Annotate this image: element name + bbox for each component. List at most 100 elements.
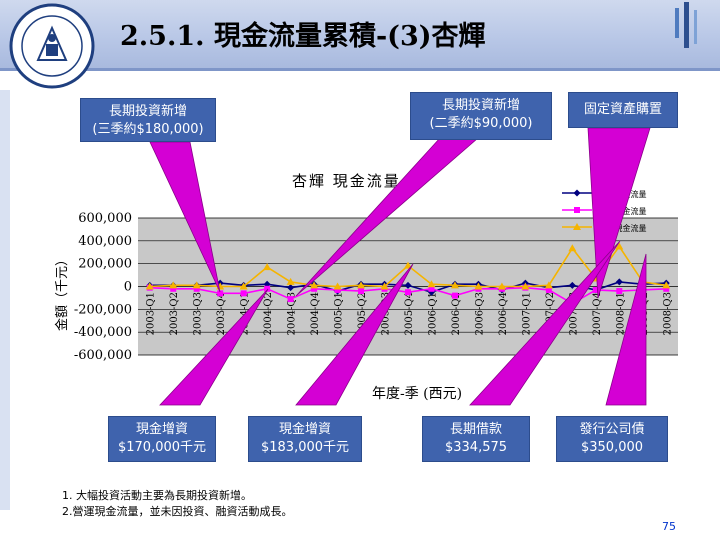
y-tick-label: 0 (124, 280, 132, 295)
data-point (263, 263, 272, 271)
callout-box-bond: 發行公司債 $350,000 (556, 416, 668, 462)
data-point (334, 286, 341, 293)
data-point (615, 278, 623, 286)
side-band (0, 90, 10, 510)
y-tick-label: -200,000 (74, 302, 132, 317)
callout-text: (二季約$90,000) (429, 116, 533, 131)
callout-pointer (587, 127, 651, 299)
callout-text: 長期投資新增 (441, 98, 520, 113)
data-point (568, 244, 577, 252)
data-point (264, 285, 271, 292)
callout-text: $183,000千元 (260, 440, 350, 455)
data-point (404, 281, 412, 289)
data-point (333, 282, 342, 290)
university-seal-logo (9, 3, 95, 89)
x-tick-label: 2004-Q2 (263, 292, 274, 335)
x-tick-label: 2006-Q2 (451, 292, 462, 335)
data-point (404, 261, 412, 269)
y-tick-label: -400,000 (74, 325, 132, 340)
data-point (497, 282, 506, 290)
data-point (287, 296, 294, 303)
data-point (592, 286, 599, 293)
x-tick-label: 2006-Q4 (498, 292, 509, 335)
footnotes: 1. 大幅投資活動主要為長期投資新增。 2.營運現金流量，並未因投資、融資活動成… (62, 488, 482, 520)
header-accent-bar (694, 10, 697, 44)
callout-text: $334,575 (444, 440, 508, 455)
callout-box-lti3: 長期投資新增 (三季約$180,000) (80, 98, 216, 142)
y-tick-label: 200,000 (78, 257, 132, 272)
header-band (0, 0, 720, 68)
footnote: 1. 大幅投資活動主要為長期投資新增。 (62, 489, 252, 502)
callout-pointer (295, 263, 414, 406)
legend-marker (573, 223, 581, 230)
legend-label: 融之 現金流量 (596, 223, 647, 233)
x-tick-label: 2006-Q3 (474, 292, 485, 335)
data-point (217, 290, 224, 297)
x-tick-label: 2003-Q1 (146, 292, 157, 335)
y-tick-label: -600,000 (74, 348, 132, 363)
x-tick-label: 2003-Q3 (193, 292, 204, 335)
callout-pointer (605, 253, 647, 406)
x-tick-label: 2005-Q4 (404, 292, 415, 335)
header-rule (0, 68, 720, 71)
y-tick-label: 400,000 (78, 234, 132, 249)
data-point (615, 242, 624, 250)
callout-text: (三季約$180,000) (92, 122, 204, 137)
data-point (192, 281, 201, 289)
x-tick-label: 2006-Q1 (427, 292, 438, 335)
x-axis-title: 年度-季 (西元) (372, 386, 462, 402)
callout-text: $350,000 (580, 440, 644, 455)
page-number: 75 (662, 520, 676, 533)
callout-box-loan: 長期借款 $334,575 (422, 416, 530, 462)
x-tick-label: 2003-Q4 (216, 292, 227, 335)
footnote: 2.營運現金流量，並未因投資、融資活動成長。 (62, 505, 293, 518)
callout-text: 長期投資新增 (108, 104, 187, 119)
data-point (474, 282, 483, 290)
data-point (521, 282, 530, 290)
x-tick-label: 2003-Q2 (169, 292, 180, 335)
callout-box-fixed: 固定資產購置 (568, 92, 678, 128)
header-accent-bar (684, 2, 689, 48)
x-tick-label: 2005-Q2 (357, 292, 368, 335)
data-point (427, 280, 436, 288)
callout-box-cash1: 現金增資 $170,000千元 (108, 416, 216, 462)
callout-pointer (159, 288, 269, 406)
data-point (169, 281, 178, 289)
data-point (450, 281, 459, 289)
legend-marker (574, 207, 580, 213)
y-tick-label: 600,000 (78, 211, 132, 226)
data-point (358, 288, 365, 295)
callout-pointer (149, 141, 221, 293)
data-point (451, 292, 458, 299)
x-tick-label: 2008-Q3 (662, 292, 673, 335)
x-tick-label: 2007-Q2 (545, 292, 556, 335)
x-tick-label: 2005-Q1 (334, 292, 345, 335)
header-accent-bar (675, 8, 679, 38)
data-point (663, 285, 670, 292)
callout-box-lti2: 長期投資新增 (二季約$90,000) (410, 92, 552, 140)
slide-title: 2.5.1. 現金流量累積-(3)杏輝 (120, 21, 486, 52)
callout-box-cash2: 現金增資 $183,000千元 (248, 416, 362, 462)
x-tick-label: 2004-Q4 (310, 292, 321, 335)
data-point (357, 281, 366, 289)
callout-text: 發行公司債 (579, 422, 645, 437)
callout-text: 長期借款 (449, 422, 502, 437)
x-tick-label: 2007-Q3 (568, 292, 579, 335)
x-tick-label: 2007-Q1 (521, 292, 532, 335)
data-point (287, 284, 295, 292)
callout-text: 現金增資 (135, 422, 188, 437)
data-point (170, 285, 177, 292)
x-tick-label: 2007-Q4 (592, 292, 603, 335)
x-tick-label: 2004-Q3 (287, 292, 298, 335)
y-axis-title: 金額（千元） (54, 253, 70, 331)
callout-pointer (469, 240, 621, 406)
data-point (616, 288, 623, 295)
callout-text: $170,000千元 (117, 440, 207, 455)
data-point (568, 281, 576, 289)
chart-title: 杏輝 現金流量 (292, 172, 401, 190)
callout-text: 現金增資 (278, 422, 331, 437)
data-point (380, 282, 389, 290)
data-point (310, 281, 319, 289)
callout-text: 固定資產購置 (583, 102, 662, 117)
